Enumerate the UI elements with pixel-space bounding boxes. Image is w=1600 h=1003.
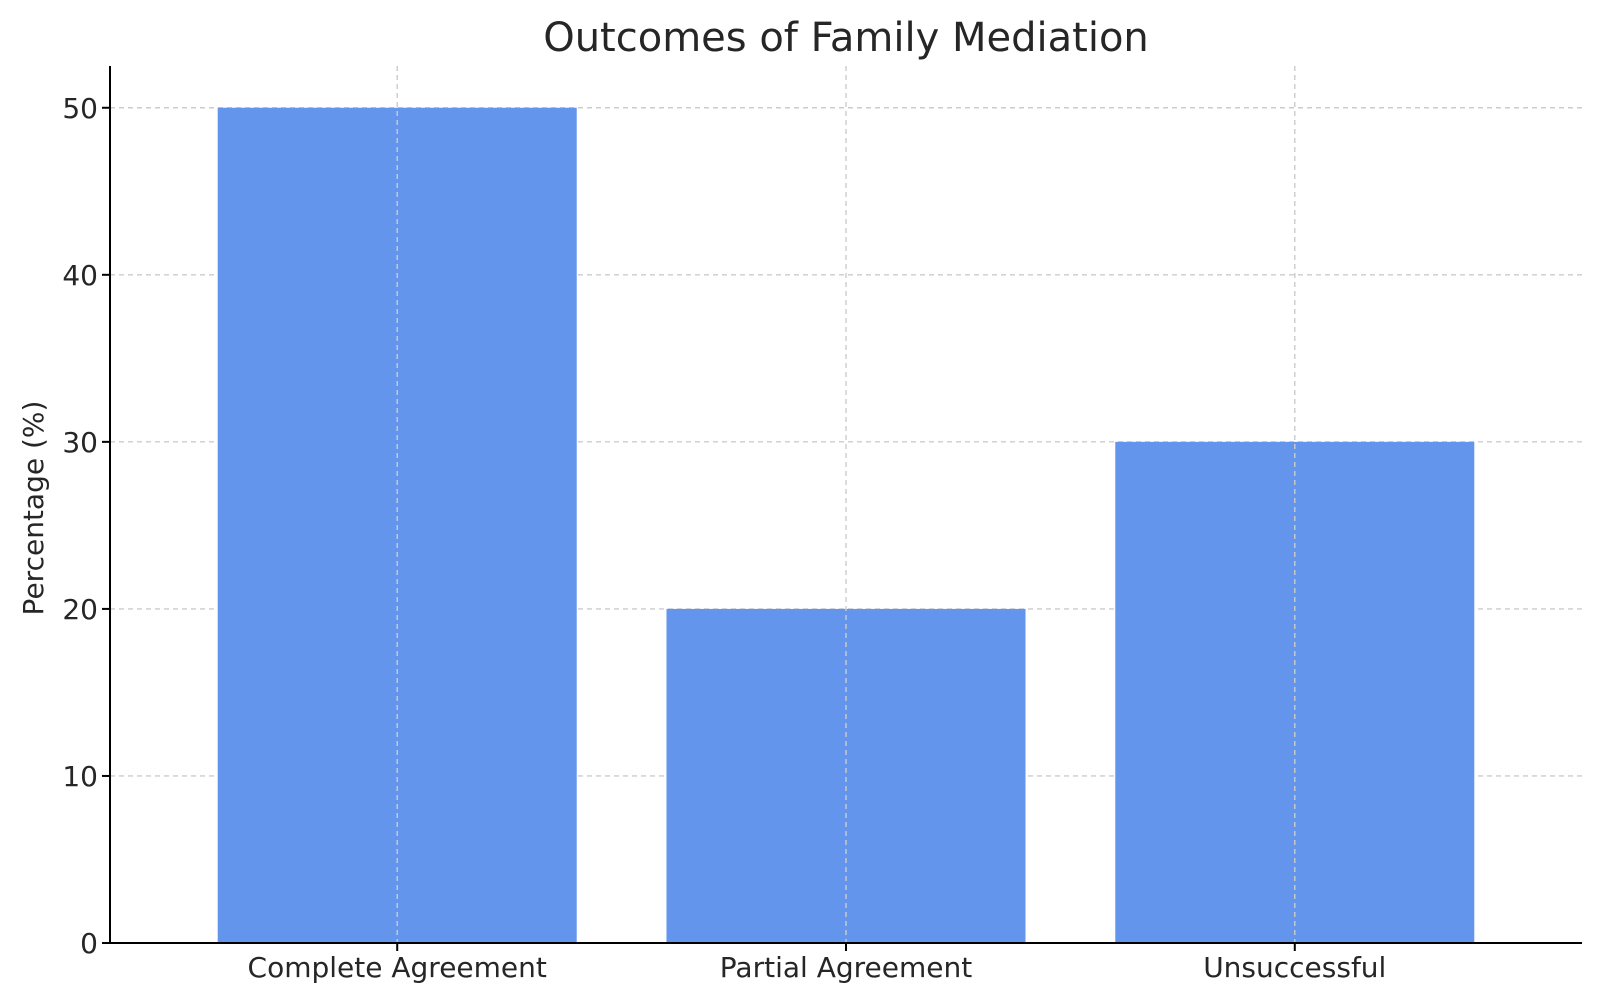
y-tick-label: 50 [62,92,98,125]
y-axis-label: Percentage (%) [17,401,50,616]
y-tick-label: 30 [62,426,98,459]
ticks: 0 10 20 30 40 50 Complete Agreement Partial Agr… [62,92,1386,984]
y-tick-label: 0 [80,927,98,960]
y-tick-label: 40 [62,259,98,292]
x-tick-label: Partial Agreement [720,951,972,984]
grid-overlay [396,66,1296,943]
bar [666,608,1026,943]
y-tick-label: 20 [62,593,98,626]
y-tick-label: 10 [62,760,98,793]
x-tick-label: Unsuccessful [1203,951,1386,984]
chart-title: Outcomes of Family Mediation [543,15,1149,61]
x-tick-label: Complete Agreement [248,951,547,984]
